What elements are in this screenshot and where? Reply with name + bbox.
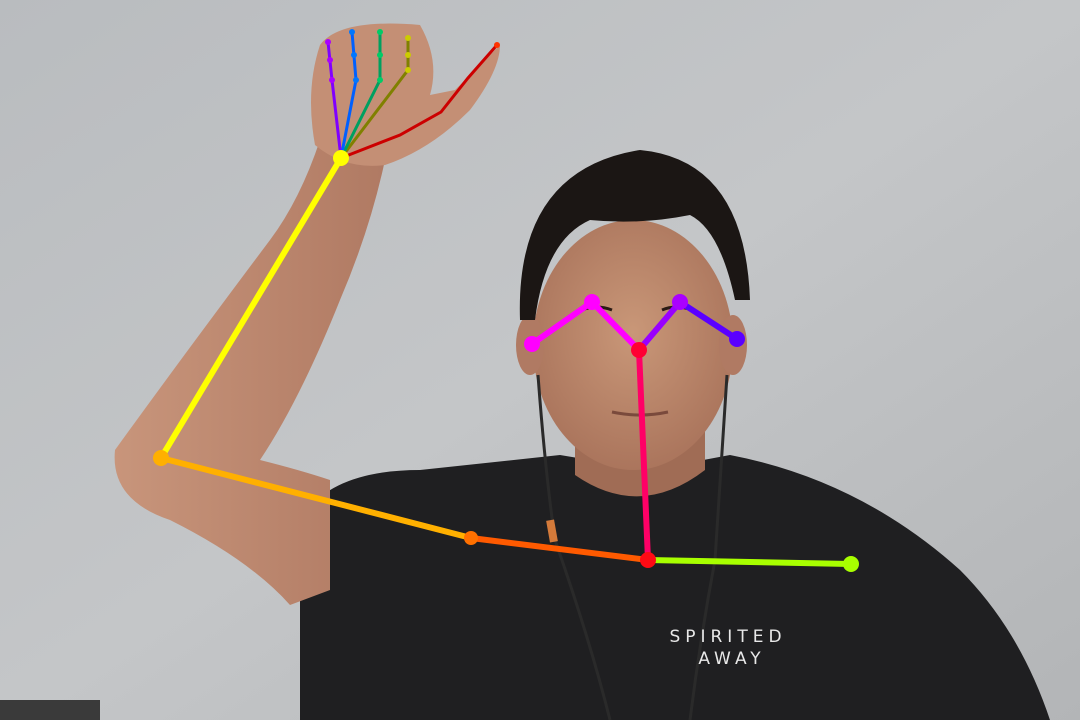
left-shoulder-keypoint [464,531,478,545]
ring-keypoint-3 [353,77,359,83]
shoulder-link-left [468,535,651,563]
nose-keypoint [631,342,647,358]
finger-keypoints [325,29,500,83]
middle-keypoint-1 [377,29,383,35]
nose-to-right-eye [636,299,683,353]
pinky-keypoint-2 [327,57,333,63]
left-eye-to-ear [529,299,595,347]
index-keypoint-3 [405,67,411,73]
right-eye-to-ear [677,299,740,342]
shirt-print-line2: AWAY [698,649,765,669]
shoulder-link-right [645,557,854,567]
left-ear-keypoint [524,336,540,352]
raised-hand [311,23,500,166]
pinky-keypoint-1 [325,39,331,45]
middle-keypoint-2 [377,52,383,58]
thumb-line [340,44,499,160]
pinky-keypoint-3 [329,77,335,83]
upper-arm-line [158,455,474,541]
thumb-keypoint [494,42,500,48]
chair-left [0,700,100,720]
hair [519,150,750,320]
elbow-keypoint [153,450,169,466]
index-keypoint-2 [405,52,411,58]
middle-line [339,32,382,159]
ring-keypoint-2 [351,52,357,58]
ring-keypoint-1 [349,29,355,35]
forearm-line [158,155,344,461]
shirt [300,455,1050,720]
middle-keypoint-3 [377,77,383,83]
neck-keypoint [640,552,656,568]
index-keypoint-1 [405,35,411,41]
right-shoulder-keypoint [843,556,859,572]
shirt-print-line1: SPIRITED [669,627,786,647]
right-eye-keypoint [672,294,688,310]
raised-arm [114,140,385,605]
wrist-keypoint [333,150,349,166]
neck-line [636,347,651,563]
nose-to-left-eye [589,299,642,353]
left-eye-keypoint [584,294,600,310]
cable-clip [546,519,558,543]
right-ear-keypoint [729,331,745,347]
